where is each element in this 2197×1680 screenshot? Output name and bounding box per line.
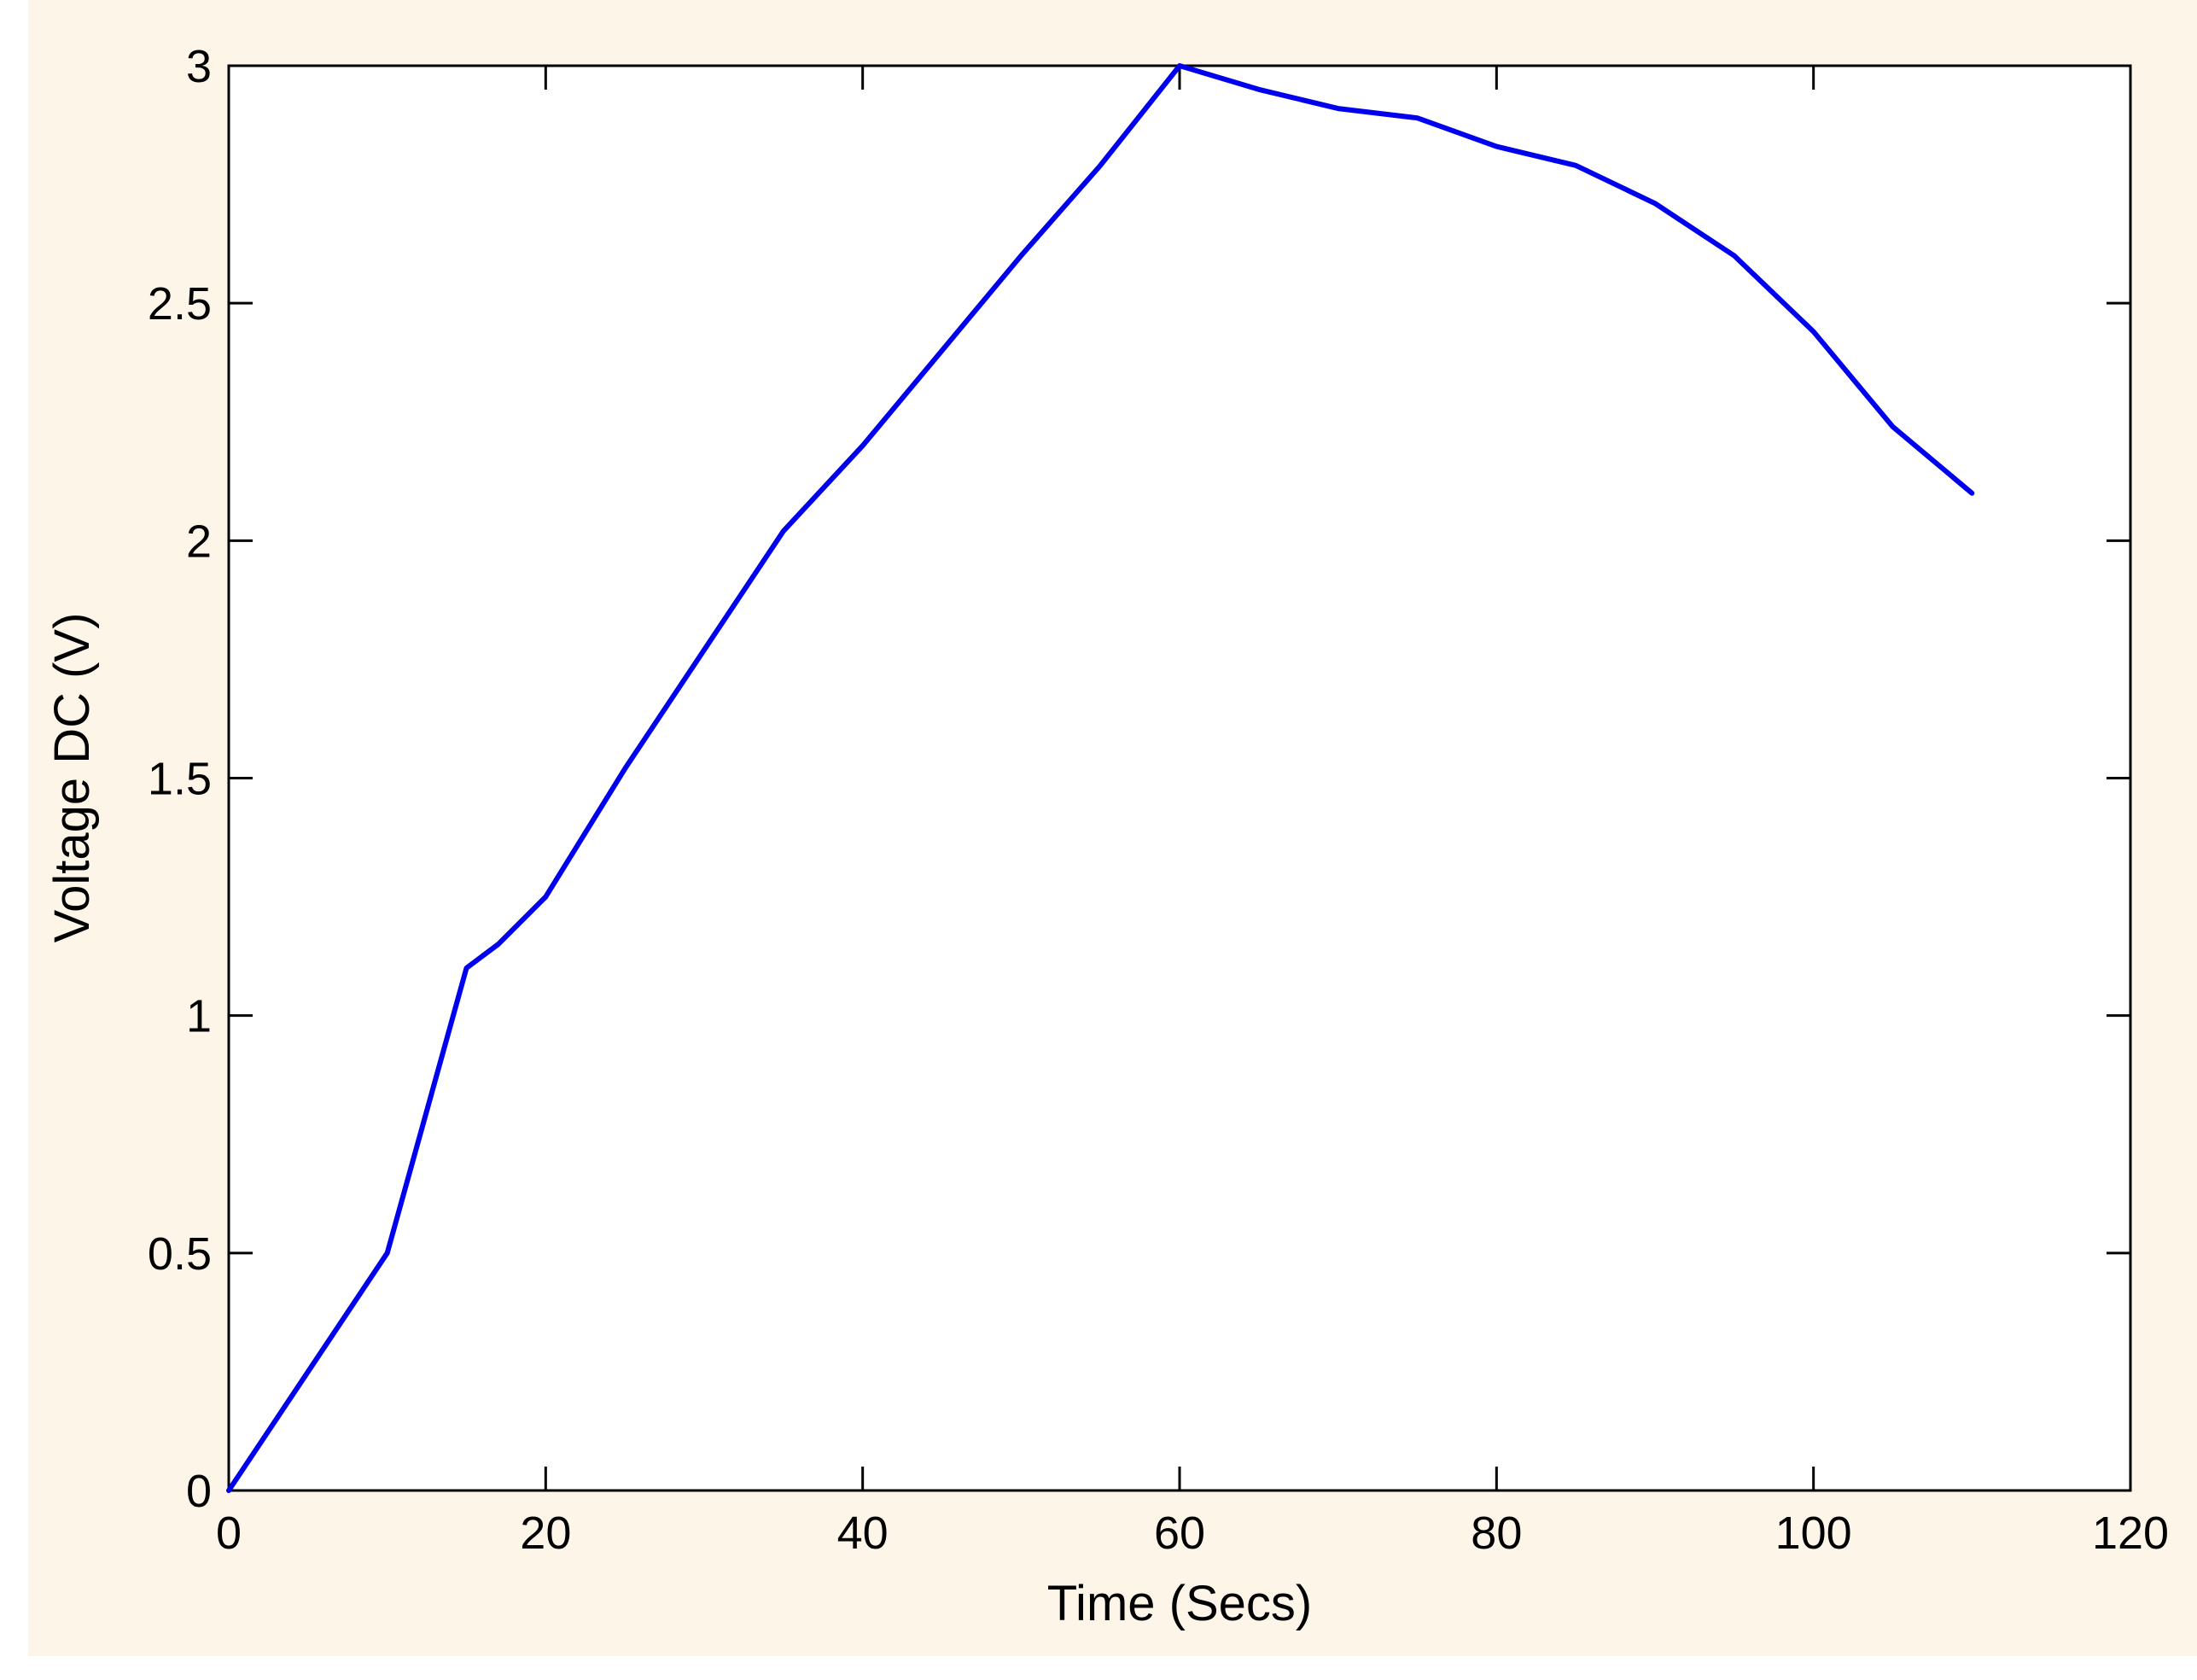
y-tick-label: 2.5 (148, 278, 212, 330)
y-tick-label: 2 (186, 516, 212, 567)
axis-ticks (227, 64, 2132, 1492)
axis-tick-labels: 0 20 40 60 80 100 120 0 0.5 1 1.5 2 2.5 3 (148, 41, 2169, 1559)
y-tick-label: 0.5 (148, 1228, 212, 1280)
y-tick-label: 3 (186, 41, 212, 92)
x-tick-label: 20 (520, 1508, 571, 1559)
x-tick-label: 100 (1775, 1508, 1852, 1559)
x-tick-label: 80 (1471, 1508, 1522, 1559)
series-layer (226, 63, 1975, 1493)
y-tick-label: 0 (186, 1466, 212, 1517)
x-tick-label: 0 (216, 1508, 242, 1559)
x-axis-label: Time (Secs) (1047, 1576, 1312, 1631)
x-tick-label: 120 (2092, 1508, 2169, 1559)
y-tick-label: 1 (186, 991, 212, 1042)
x-tick-label: 40 (837, 1508, 889, 1559)
x-tick-label: 60 (1154, 1508, 1205, 1559)
plot-area (227, 64, 2132, 1492)
y-axis-label: Voltage DC (V) (44, 613, 100, 943)
series-line (226, 63, 1975, 1493)
y-tick-label: 1.5 (148, 754, 212, 805)
